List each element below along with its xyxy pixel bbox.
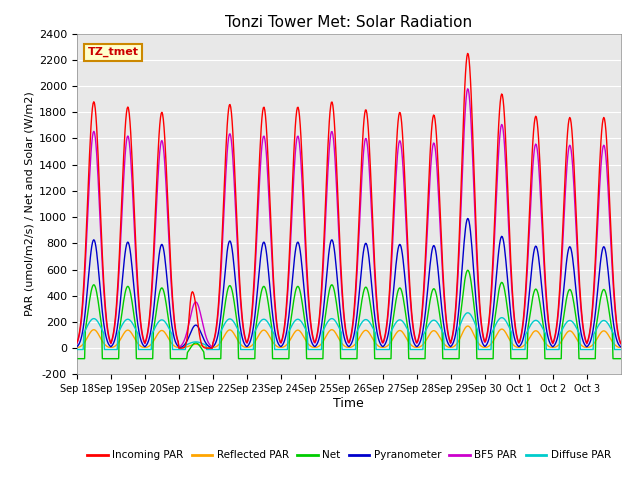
Text: TZ_tmet: TZ_tmet bbox=[88, 47, 139, 58]
X-axis label: Time: Time bbox=[333, 397, 364, 410]
Legend: Incoming PAR, Reflected PAR, Net, Pyranometer, BF5 PAR, Diffuse PAR: Incoming PAR, Reflected PAR, Net, Pyrano… bbox=[83, 446, 615, 465]
Title: Tonzi Tower Met: Solar Radiation: Tonzi Tower Met: Solar Radiation bbox=[225, 15, 472, 30]
Y-axis label: PAR (umol/m2/s) / Net and Solar (W/m2): PAR (umol/m2/s) / Net and Solar (W/m2) bbox=[25, 92, 35, 316]
